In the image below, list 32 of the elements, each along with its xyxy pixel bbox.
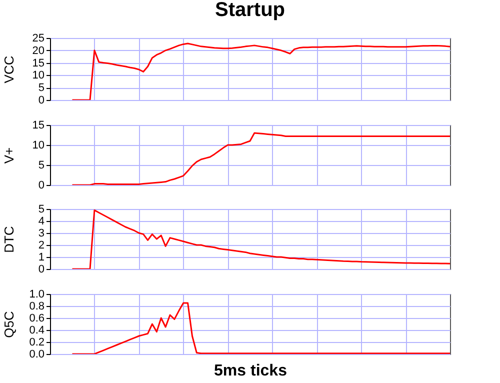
y-tick-label: 5 bbox=[38, 160, 44, 172]
y-tick-label: 5 bbox=[38, 82, 44, 94]
y-tick-label: 5 bbox=[38, 204, 44, 216]
y-tick-label: 1.0 bbox=[29, 288, 44, 300]
line-series bbox=[71, 209, 450, 269]
y-tick-label: 15 bbox=[32, 120, 44, 132]
line-series bbox=[71, 42, 450, 100]
x-axis-title: 5ms ticks bbox=[214, 362, 288, 380]
y-tick-label: 0 bbox=[38, 180, 44, 192]
y-tick-label: 0.8 bbox=[29, 300, 44, 312]
y-tick-label: 10 bbox=[32, 140, 44, 152]
y-tick-label: 1 bbox=[38, 252, 44, 264]
y-axis-title: V+ bbox=[2, 147, 16, 164]
y-axis-title: VCC bbox=[2, 56, 16, 84]
y-tick-label: 25 bbox=[32, 32, 44, 44]
y-tick-label: 10 bbox=[32, 70, 44, 82]
y-tick-label: 20 bbox=[32, 44, 44, 57]
y-tick-label: 4 bbox=[38, 216, 44, 228]
line-series bbox=[71, 302, 450, 354]
y-tick-label: 15 bbox=[32, 57, 44, 70]
y-tick-label: 2 bbox=[38, 240, 44, 252]
y-axis-title: Q5C bbox=[2, 311, 16, 338]
y-tick-label: 0 bbox=[38, 94, 44, 106]
y-tick-label: 0.6 bbox=[29, 312, 44, 324]
chart-title: Startup bbox=[215, 0, 285, 21]
y-tick-label: 0 bbox=[38, 264, 44, 276]
y-tick-label: 0.0 bbox=[29, 348, 44, 360]
y-tick-label: 0.2 bbox=[29, 336, 44, 348]
y-axis-title: DTC bbox=[2, 226, 16, 253]
y-tick-label: 3 bbox=[38, 228, 44, 240]
y-tick-label: 0.4 bbox=[29, 324, 44, 336]
line-series bbox=[71, 132, 450, 185]
